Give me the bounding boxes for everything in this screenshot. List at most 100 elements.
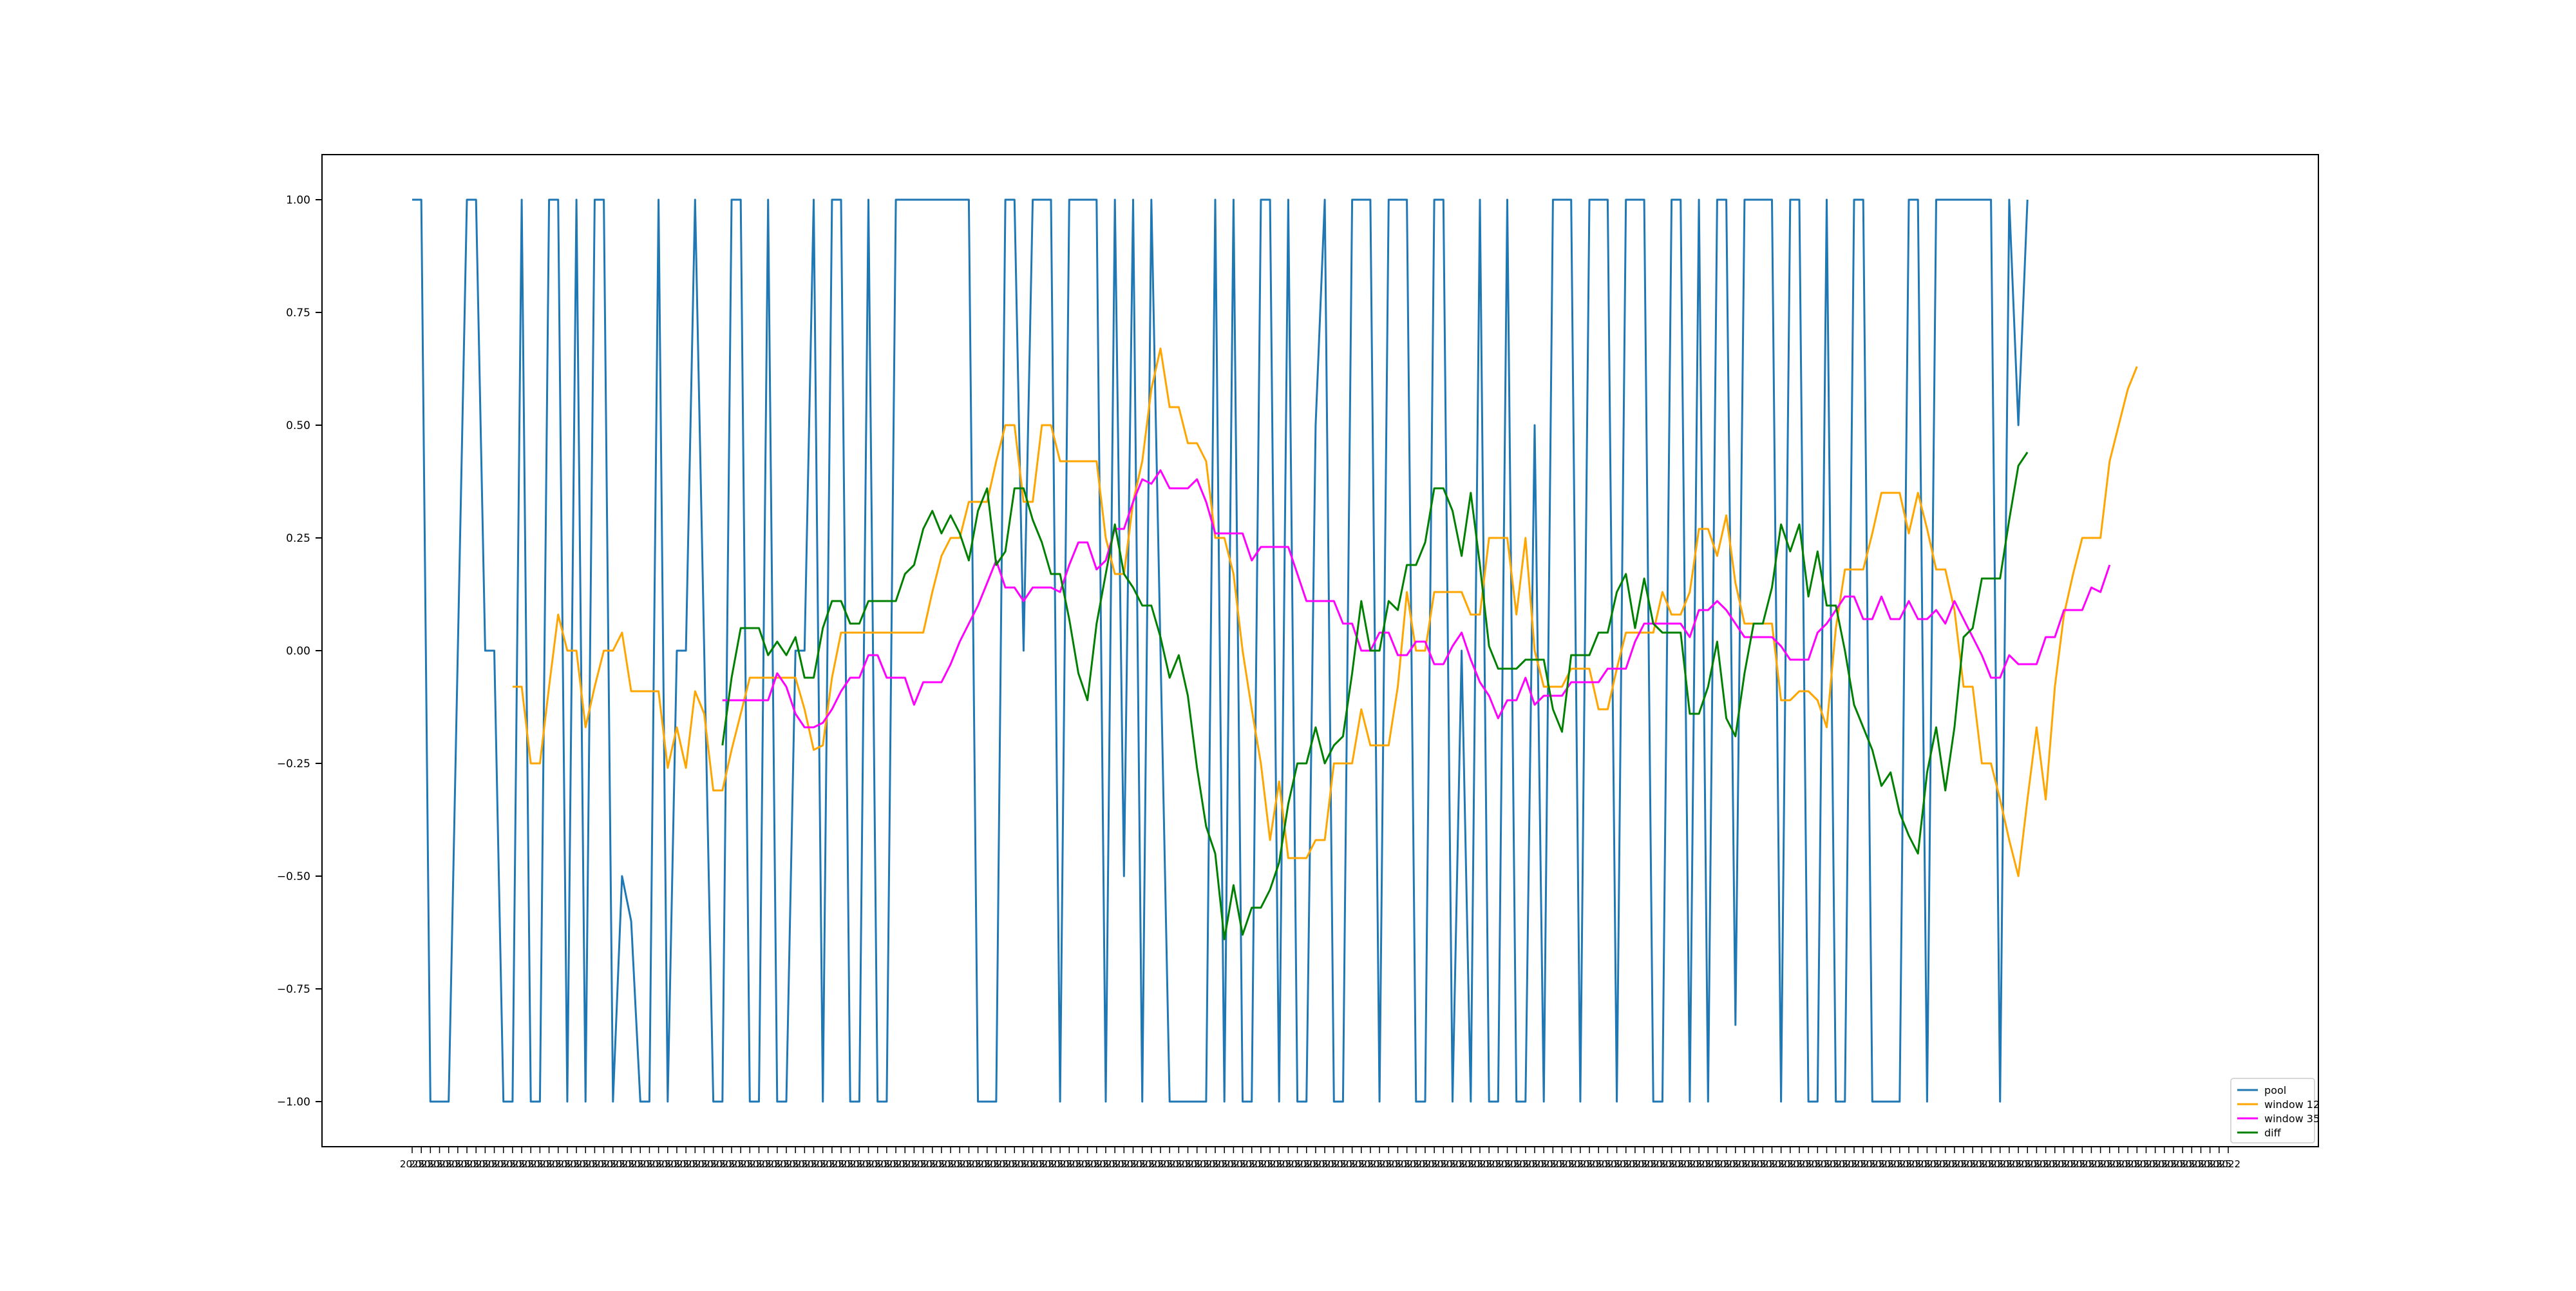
x-tick-label: 2025 [2107, 1158, 2131, 1170]
x-tick-label: 2025 [564, 1158, 589, 1170]
x-tick-label: 2025 [1906, 1158, 1930, 1170]
y-tick-label: −1.00 [277, 1096, 310, 1109]
x-tick-label: 2025 [1549, 1158, 1574, 1170]
x-tick-label: 2025 [527, 1158, 552, 1170]
x-tick-label: 2025 [956, 1158, 981, 1170]
x-tick-label: 2025 [1221, 1158, 1245, 1170]
x-tick-label: 2025 [719, 1158, 744, 1170]
x-tick-label: 2025 [1468, 1158, 1492, 1170]
x-tick-label: 2025 [1066, 1158, 1090, 1170]
x-tick-label: 2025 [1623, 1158, 1647, 1170]
x-tick-label: 2025 [2043, 1158, 2067, 1170]
x-tick-label: 2025 [2015, 1158, 2040, 1170]
x-tick-label: 2025 [975, 1158, 999, 1170]
x-tick-label: 2025 [1139, 1158, 1164, 1170]
x-tick-label: 2025 [1240, 1158, 1264, 1170]
x-tick-label: 2025 [783, 1158, 808, 1170]
x-tick-label: 2025 [2134, 1158, 2158, 1170]
x-tick-label: 2025 [2207, 1158, 2231, 1170]
x-tick-label: 2025 [1650, 1158, 1674, 1170]
x-tick-label: 2025 [1157, 1158, 1182, 1170]
x-tick-label: 2025 [1723, 1158, 1748, 1170]
x-tick-label: 2025 [1185, 1158, 1209, 1170]
x-tick-label: 2025 [2143, 1158, 2168, 1170]
x-tick-label: 2025 [1395, 1158, 1419, 1170]
x-tick-label: 2025 [1586, 1158, 1611, 1170]
x-tick-label: 2025 [446, 1158, 470, 1170]
x-tick-label: 2025 [2052, 1158, 2076, 1170]
x-axis: 2025202520252025202520252025202520252025… [400, 1147, 2240, 1170]
x-tick-label: 2022 [2216, 1158, 2240, 1170]
x-tick-label: 2025 [701, 1158, 726, 1170]
x-tick-label: 2025 [1604, 1158, 1629, 1170]
x-tick-label: 2025 [2079, 1158, 2103, 1170]
x-tick-label: 2025 [1741, 1158, 1766, 1170]
y-tick-label: −0.50 [277, 870, 310, 883]
x-tick-label: 2025 [829, 1158, 853, 1170]
x-tick-label: 2025 [756, 1158, 781, 1170]
y-tick-label: −0.25 [277, 758, 310, 770]
x-tick-label: 2025 [1687, 1158, 1711, 1170]
x-tick-label: 2025 [409, 1158, 433, 1170]
x-tick-label: 2025 [1897, 1158, 1921, 1170]
x-tick-label: 2025 [683, 1158, 707, 1170]
x-tick-label: 2025 [2125, 1158, 2149, 1170]
x-tick-label: 2025 [1349, 1158, 1374, 1170]
legend-label-diff: diff [2264, 1127, 2282, 1139]
x-tick-label: 2025 [1513, 1158, 1538, 1170]
x-tick-label: 2025 [1942, 1158, 1967, 1170]
x-tick-label: 2025 [1577, 1158, 1602, 1170]
legend: pool window 12 window 35 diff [2230, 1078, 2320, 1143]
x-tick-label: 2025 [473, 1158, 497, 1170]
legend-label-window-12: window 12 [2264, 1098, 2320, 1111]
x-tick-label: 2025 [2152, 1158, 2177, 1170]
x-tick-label: 2025 [1705, 1158, 1729, 1170]
x-tick-label: 2025 [1030, 1158, 1054, 1170]
x-tick-label: 2025 [1303, 1158, 1328, 1170]
x-tick-label: 2025 [2033, 1158, 2058, 1170]
x-tick-label: 2025 [1230, 1158, 1255, 1170]
x-tick-label: 2025 [1404, 1158, 1428, 1170]
y-axis: −1.00 −0.75 −0.50 −0.25 0.00 0.25 0.50 0.75 1.00 [277, 194, 322, 1109]
y-tick-label: 1.00 [286, 194, 310, 207]
x-tick-label: 2025 [637, 1158, 661, 1170]
x-tick-label: 2025 [1531, 1158, 1556, 1170]
x-tick-label: 2025 [1805, 1158, 1830, 1170]
x-tick-label: 2025 [2024, 1158, 2049, 1170]
x-tick-label: 2025 [811, 1158, 835, 1170]
x-tick-label: 2025 [1842, 1158, 1866, 1170]
x-tick-label: 2025 [1933, 1158, 1958, 1170]
x-tick-label: 2025 [774, 1158, 799, 1170]
x-tick-label: 2025 [838, 1158, 862, 1170]
x-tick-label: 2025 [1669, 1158, 1693, 1170]
x-tick-label: 2025 [518, 1158, 543, 1170]
x-tick-label: 2025 [2198, 1158, 2222, 1170]
x-tick-label: 2025 [1960, 1158, 1985, 1170]
x-tick-label: 2025 [1540, 1158, 1565, 1170]
x-tick-label: 2025 [1732, 1158, 1757, 1170]
x-tick-label: 2025 [1459, 1158, 1483, 1170]
x-tick-label: 2025 [2116, 1158, 2140, 1170]
x-tick-label: 2025 [2179, 1158, 2204, 1170]
x-tick-label: 2025 [1769, 1158, 1794, 1170]
x-tick-label: 2025 [1094, 1158, 1118, 1170]
x-tick-label: 2025 [482, 1158, 506, 1170]
x-tick-label: 2025 [536, 1158, 561, 1170]
x-tick-label: 2025 [1312, 1158, 1337, 1170]
x-tick-label: 2025 [1915, 1158, 1939, 1170]
x-tick-label: 2025 [1276, 1158, 1300, 1170]
x-tick-label: 2025 [1504, 1158, 1529, 1170]
x-tick-label: 2025 [1194, 1158, 1218, 1170]
x-tick-label: 2025 [1450, 1158, 1474, 1170]
x-tick-label: 2025 [1048, 1158, 1072, 1170]
x-tick-label: 2025 [437, 1158, 461, 1170]
x-tick-label: 2025 [1249, 1158, 1273, 1170]
x-tick-label: 2025 [2161, 1158, 2186, 1170]
x-tick-label: 2025 [674, 1158, 698, 1170]
y-tick-label: 0.75 [286, 307, 310, 320]
y-tick-label: −0.75 [277, 983, 310, 996]
x-tick-label: 2025 [710, 1158, 735, 1170]
